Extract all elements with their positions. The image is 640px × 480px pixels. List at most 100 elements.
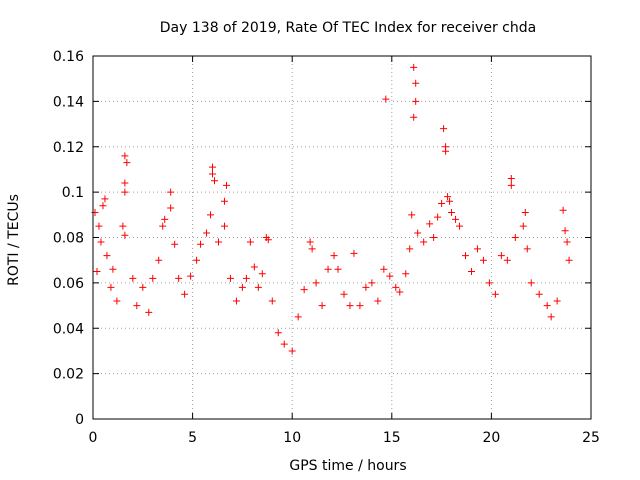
x-tick-label: 15 xyxy=(383,430,401,446)
data-point xyxy=(209,163,217,171)
data-point xyxy=(211,177,219,185)
data-point xyxy=(412,79,420,87)
data-point xyxy=(119,222,127,230)
data-point xyxy=(456,222,464,230)
data-point xyxy=(519,222,527,230)
data-point xyxy=(264,236,272,244)
data-point xyxy=(535,290,543,298)
data-point xyxy=(242,274,250,282)
data-point xyxy=(175,274,183,282)
y-tick-label: 0.16 xyxy=(53,49,84,65)
data-point xyxy=(207,211,215,219)
data-point xyxy=(467,268,475,276)
y-tick-label: 0.02 xyxy=(53,367,84,383)
data-point xyxy=(473,245,481,253)
data-point xyxy=(507,175,515,183)
data-point xyxy=(268,297,276,305)
data-point xyxy=(107,283,115,291)
data-point xyxy=(197,240,205,248)
data-point xyxy=(121,188,129,196)
data-point xyxy=(334,265,342,273)
y-tick-label: 0.12 xyxy=(53,140,84,156)
data-point xyxy=(214,238,222,246)
data-point xyxy=(547,313,555,321)
y-tick-label: 0.1 xyxy=(62,185,84,201)
data-point xyxy=(396,288,404,296)
data-point xyxy=(561,227,569,235)
data-point xyxy=(392,283,400,291)
data-point xyxy=(442,147,450,155)
data-point xyxy=(232,297,240,305)
data-point xyxy=(246,238,254,246)
data-point xyxy=(553,297,561,305)
x-tick-label: 0 xyxy=(89,430,98,446)
x-tick-label: 10 xyxy=(283,430,301,446)
data-point xyxy=(452,215,460,223)
data-point xyxy=(382,95,390,103)
y-tick-label: 0.08 xyxy=(53,231,84,247)
data-point xyxy=(420,238,428,246)
data-point xyxy=(563,238,571,246)
data-point xyxy=(93,268,101,276)
data-point xyxy=(209,170,217,178)
data-point xyxy=(346,302,354,310)
data-point xyxy=(139,283,147,291)
data-point xyxy=(324,265,332,273)
y-tick-label: 0.14 xyxy=(53,94,84,110)
data-point xyxy=(103,252,111,260)
data-point xyxy=(121,152,129,160)
axis-ticks: 0 5 10 15 20 25 0 0.02 0.04 0.06 0.08 0.1 0.12 0.14 0.… xyxy=(53,49,600,446)
data-point xyxy=(167,204,175,212)
data-point xyxy=(308,245,316,253)
roti-series xyxy=(91,63,573,355)
data-point xyxy=(203,229,211,237)
data-point xyxy=(491,290,499,298)
y-tick-label: 0 xyxy=(75,412,84,428)
data-point xyxy=(479,256,487,264)
data-point xyxy=(155,256,163,264)
data-point xyxy=(288,347,296,355)
data-point xyxy=(167,188,175,196)
data-point xyxy=(274,329,282,337)
data-point xyxy=(220,197,228,205)
data-point xyxy=(312,279,320,287)
data-point xyxy=(386,272,394,280)
data-point xyxy=(485,279,493,287)
data-point xyxy=(121,179,129,187)
data-point xyxy=(462,252,470,260)
data-point xyxy=(368,279,376,287)
grid xyxy=(93,56,591,419)
data-point xyxy=(507,181,515,189)
data-point xyxy=(109,265,117,273)
data-point xyxy=(250,263,258,271)
data-point xyxy=(444,193,452,201)
data-point xyxy=(380,265,388,273)
data-point xyxy=(356,302,364,310)
y-tick-label: 0.06 xyxy=(53,276,84,292)
data-point xyxy=(181,290,189,298)
data-point xyxy=(511,234,519,241)
data-point xyxy=(440,125,448,133)
data-point xyxy=(101,195,109,203)
data-point xyxy=(374,297,382,305)
data-point xyxy=(258,270,266,278)
data-point xyxy=(294,313,302,321)
data-point xyxy=(523,245,531,253)
data-point xyxy=(434,213,442,221)
data-point xyxy=(350,249,358,257)
data-point xyxy=(97,238,105,246)
data-point xyxy=(330,252,338,260)
data-point xyxy=(414,229,422,237)
data-point xyxy=(159,222,167,230)
data-point xyxy=(503,256,511,264)
data-point xyxy=(543,302,551,310)
data-point xyxy=(133,302,141,310)
data-point xyxy=(362,283,370,291)
data-point xyxy=(99,202,107,210)
data-point xyxy=(318,302,326,310)
data-point xyxy=(222,181,230,189)
data-point xyxy=(340,290,348,298)
data-point xyxy=(527,279,535,287)
data-point xyxy=(497,252,505,260)
